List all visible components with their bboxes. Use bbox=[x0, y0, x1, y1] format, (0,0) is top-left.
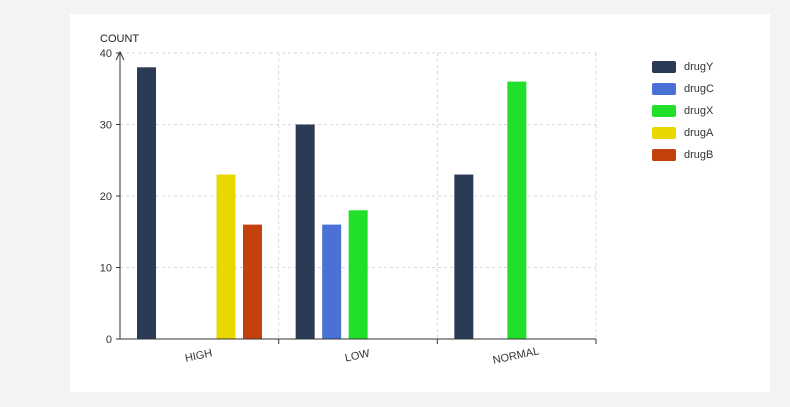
legend-label: drugX bbox=[684, 105, 714, 117]
legend-item-drugY[interactable]: drugY bbox=[652, 56, 714, 78]
legend-swatch bbox=[652, 61, 676, 73]
bar-drugY-low bbox=[295, 124, 315, 339]
bar-drugC-low bbox=[322, 224, 342, 339]
legend-swatch bbox=[652, 127, 676, 139]
legend-swatch bbox=[652, 83, 676, 95]
legend: drugY drugC drugX drugA drugB bbox=[652, 56, 714, 166]
y-tick-label: 10 bbox=[100, 263, 112, 275]
y-axis-label: COUNT bbox=[100, 33, 139, 45]
legend-item-drugA[interactable]: drugA bbox=[652, 122, 714, 144]
y-tick-labels: 0 10 20 30 40 bbox=[100, 48, 120, 346]
y-tick-label: 20 bbox=[100, 191, 112, 203]
bar-drugY-high bbox=[137, 67, 156, 340]
x-tick-label: NORMAL bbox=[492, 345, 541, 367]
bar-drugY-normal bbox=[454, 174, 474, 339]
y-axis-arrow bbox=[115, 50, 125, 61]
x-tick-label: HIGH bbox=[184, 347, 213, 364]
bar-drugX-low bbox=[348, 210, 368, 339]
legend-swatch bbox=[652, 105, 676, 117]
legend-swatch bbox=[652, 149, 676, 161]
legend-label: drugA bbox=[684, 127, 714, 139]
x-tick-labels: HIGH LOW NORMAL bbox=[184, 339, 597, 367]
bars bbox=[137, 67, 527, 340]
y-tick-label: 30 bbox=[100, 120, 112, 132]
legend-label: drugB bbox=[684, 149, 714, 161]
chart-card bbox=[70, 14, 770, 392]
bar-drugA-high bbox=[216, 174, 236, 339]
y-tick-label: 0 bbox=[106, 334, 112, 346]
y-tick-label: 40 bbox=[100, 48, 112, 60]
legend-label: drugC bbox=[684, 83, 714, 95]
legend-item-drugC[interactable]: drugC bbox=[652, 78, 714, 100]
bar-drugX-normal bbox=[507, 81, 527, 339]
legend-label: drugY bbox=[684, 61, 714, 73]
legend-item-drugB[interactable]: drugB bbox=[652, 144, 714, 166]
bar-drugB-high bbox=[243, 224, 262, 339]
legend-item-drugX[interactable]: drugX bbox=[652, 100, 714, 122]
x-tick-label: LOW bbox=[344, 347, 372, 364]
